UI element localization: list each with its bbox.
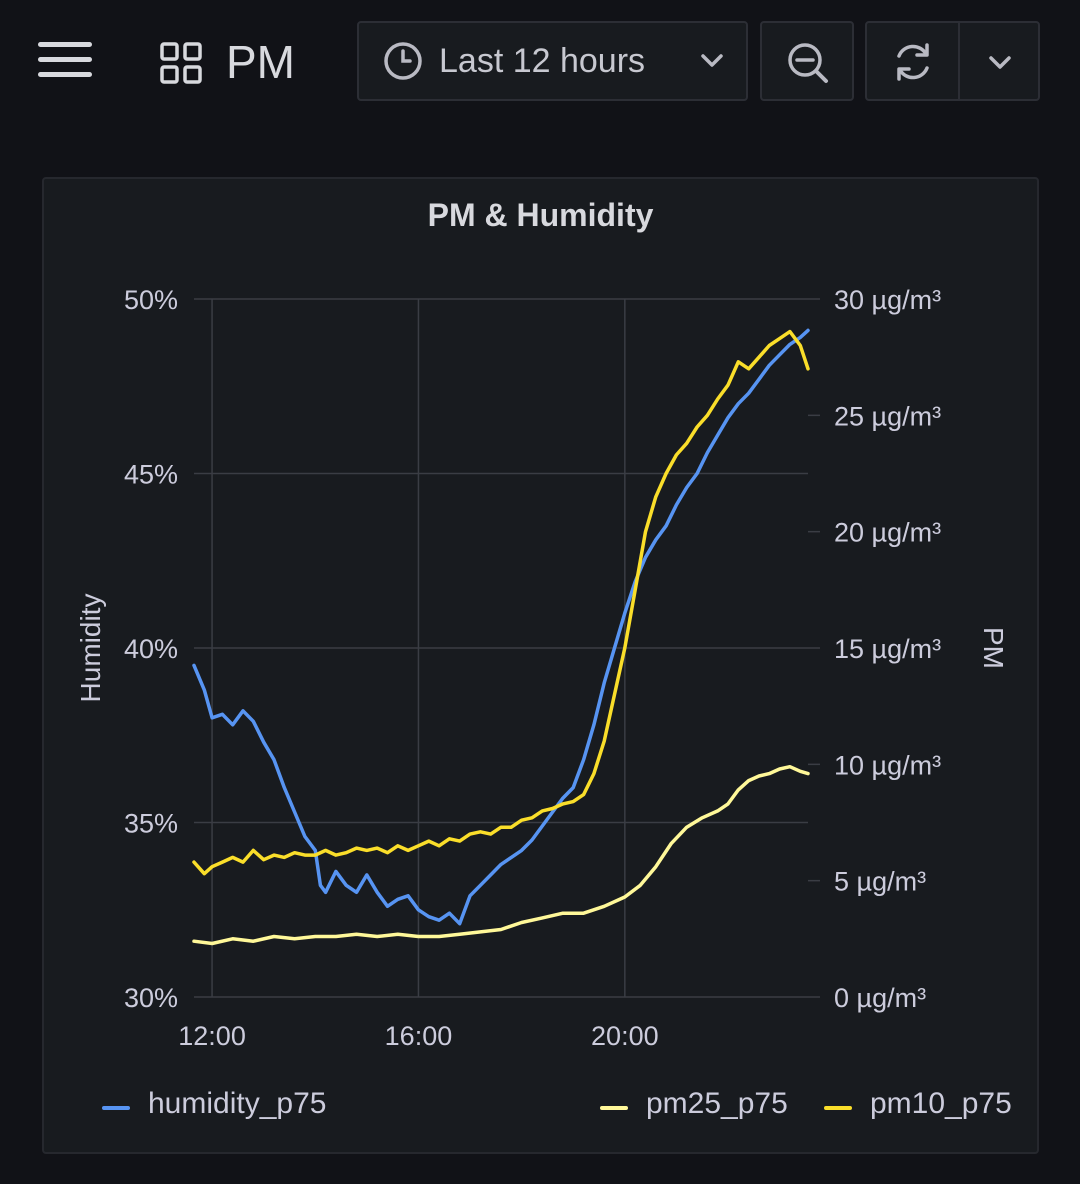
legend-swatch bbox=[824, 1106, 852, 1110]
y-right-axis-label: PM bbox=[978, 627, 1009, 669]
chevron-down-icon bbox=[701, 54, 723, 67]
time-range-picker[interactable]: Last 12 hours bbox=[357, 21, 748, 101]
chart-panel: PM & Humidity 30% 35% 40% 45% 50% 12:00 16:00 2… bbox=[42, 177, 1039, 1154]
legend-label: pm10_p75 bbox=[870, 1087, 1012, 1120]
refresh-interval-dropdown[interactable] bbox=[960, 23, 1040, 99]
clock-icon bbox=[384, 42, 422, 80]
series-line-humidity_p75 bbox=[192, 328, 810, 926]
y-left-tick-label: 35% bbox=[124, 809, 178, 839]
refresh-icon bbox=[897, 43, 929, 81]
x-tick-label: 20:00 bbox=[591, 1021, 659, 1051]
refresh-button[interactable] bbox=[867, 23, 959, 99]
legend-label: pm25_p75 bbox=[646, 1087, 788, 1120]
chevron-down-icon bbox=[989, 56, 1011, 69]
dashboard-grid-icon bbox=[160, 42, 202, 84]
chart-svg[interactable]: 30% 35% 40% 45% 50% 12:00 16:00 20:00 0 µg/m³ 5 µ… bbox=[44, 179, 1039, 1154]
time-range-label: Last 12 hours bbox=[439, 42, 646, 80]
legend: humidity_p75 pm25_p75 pm10_p75 bbox=[44, 1084, 1039, 1124]
y-right-tick-label: 0 µg/m³ bbox=[834, 983, 926, 1013]
legend-label: humidity_p75 bbox=[148, 1087, 327, 1120]
y-right-tick-label: 5 µg/m³ bbox=[834, 867, 926, 897]
y-right-tick-label: 15 µg/m³ bbox=[834, 634, 941, 664]
y-left-tick-label: 50% bbox=[124, 285, 178, 315]
y-right-tick-label: 20 µg/m³ bbox=[834, 518, 941, 548]
button-divider bbox=[958, 23, 960, 99]
zoom-out-icon bbox=[788, 43, 828, 83]
y-left-tick-label: 30% bbox=[124, 983, 178, 1013]
dashboard-title[interactable]: PM bbox=[226, 36, 295, 88]
refresh-button-group bbox=[865, 21, 1040, 101]
y-right-tick-label: 30 µg/m³ bbox=[834, 285, 941, 315]
series-line-pm10_p75 bbox=[192, 329, 810, 876]
panel-title[interactable]: PM & Humidity bbox=[427, 197, 654, 233]
x-tick-label: 16:00 bbox=[385, 1021, 453, 1051]
zoom-out-button[interactable] bbox=[760, 21, 854, 101]
y-right-tick-label: 10 µg/m³ bbox=[834, 750, 941, 780]
legend-swatch bbox=[102, 1106, 130, 1110]
series-line-pm25_p75 bbox=[192, 764, 810, 946]
y-right-tick-label: 25 µg/m³ bbox=[834, 401, 941, 431]
legend-swatch bbox=[600, 1106, 628, 1110]
y-left-tick-label: 45% bbox=[124, 460, 178, 490]
hamburger-menu-icon[interactable] bbox=[38, 40, 94, 80]
y-left-tick-label: 40% bbox=[124, 634, 178, 664]
x-tick-label: 12:00 bbox=[178, 1021, 246, 1051]
top-bar: PM Last 12 hours bbox=[0, 0, 1080, 130]
y-left-axis-label: Humidity bbox=[75, 594, 106, 703]
